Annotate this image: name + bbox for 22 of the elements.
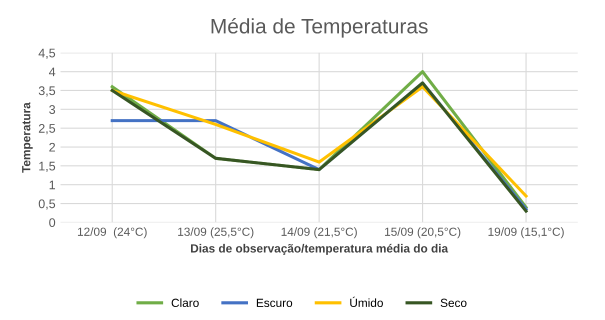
y-tick-label: 2,5 bbox=[38, 124, 56, 134]
y-tick-label: 2 bbox=[49, 142, 56, 152]
y-tick-label: 4 bbox=[48, 68, 56, 76]
legend-label: Claro bbox=[172, 298, 199, 308]
x-tick-label: 14/09 (21,5°C) bbox=[282, 227, 357, 238]
x-axis-title: Dias de observação/temperatura média do dia bbox=[191, 244, 448, 255]
x-tick-label: 19/09 (15,1°C) bbox=[488, 227, 564, 238]
legend-label: Escuro bbox=[256, 298, 292, 308]
y-tick-label: 0 bbox=[49, 218, 56, 228]
y-tick-label: 1,5 bbox=[39, 162, 56, 172]
y-axis-title: Temperatura bbox=[22, 102, 33, 173]
y-tick-label: 3,5 bbox=[38, 86, 56, 97]
chart-title: Média de Temperaturas bbox=[212, 18, 428, 38]
y-tick-label: 0,5 bbox=[38, 199, 56, 210]
legend-label: Úmido bbox=[350, 296, 383, 308]
y-tick-label: 4,5 bbox=[38, 48, 56, 59]
x-tick-label: 15/09 (20,5°C) bbox=[385, 227, 460, 238]
x-tick-label: 13/09 (25,5°C) bbox=[178, 227, 254, 238]
legend-label: Seco bbox=[440, 298, 467, 308]
y-tick-label: 1 bbox=[50, 180, 56, 190]
x-tick-label: 12/09 (24°C) bbox=[78, 227, 147, 238]
y-tick-label: 3 bbox=[49, 105, 56, 114]
